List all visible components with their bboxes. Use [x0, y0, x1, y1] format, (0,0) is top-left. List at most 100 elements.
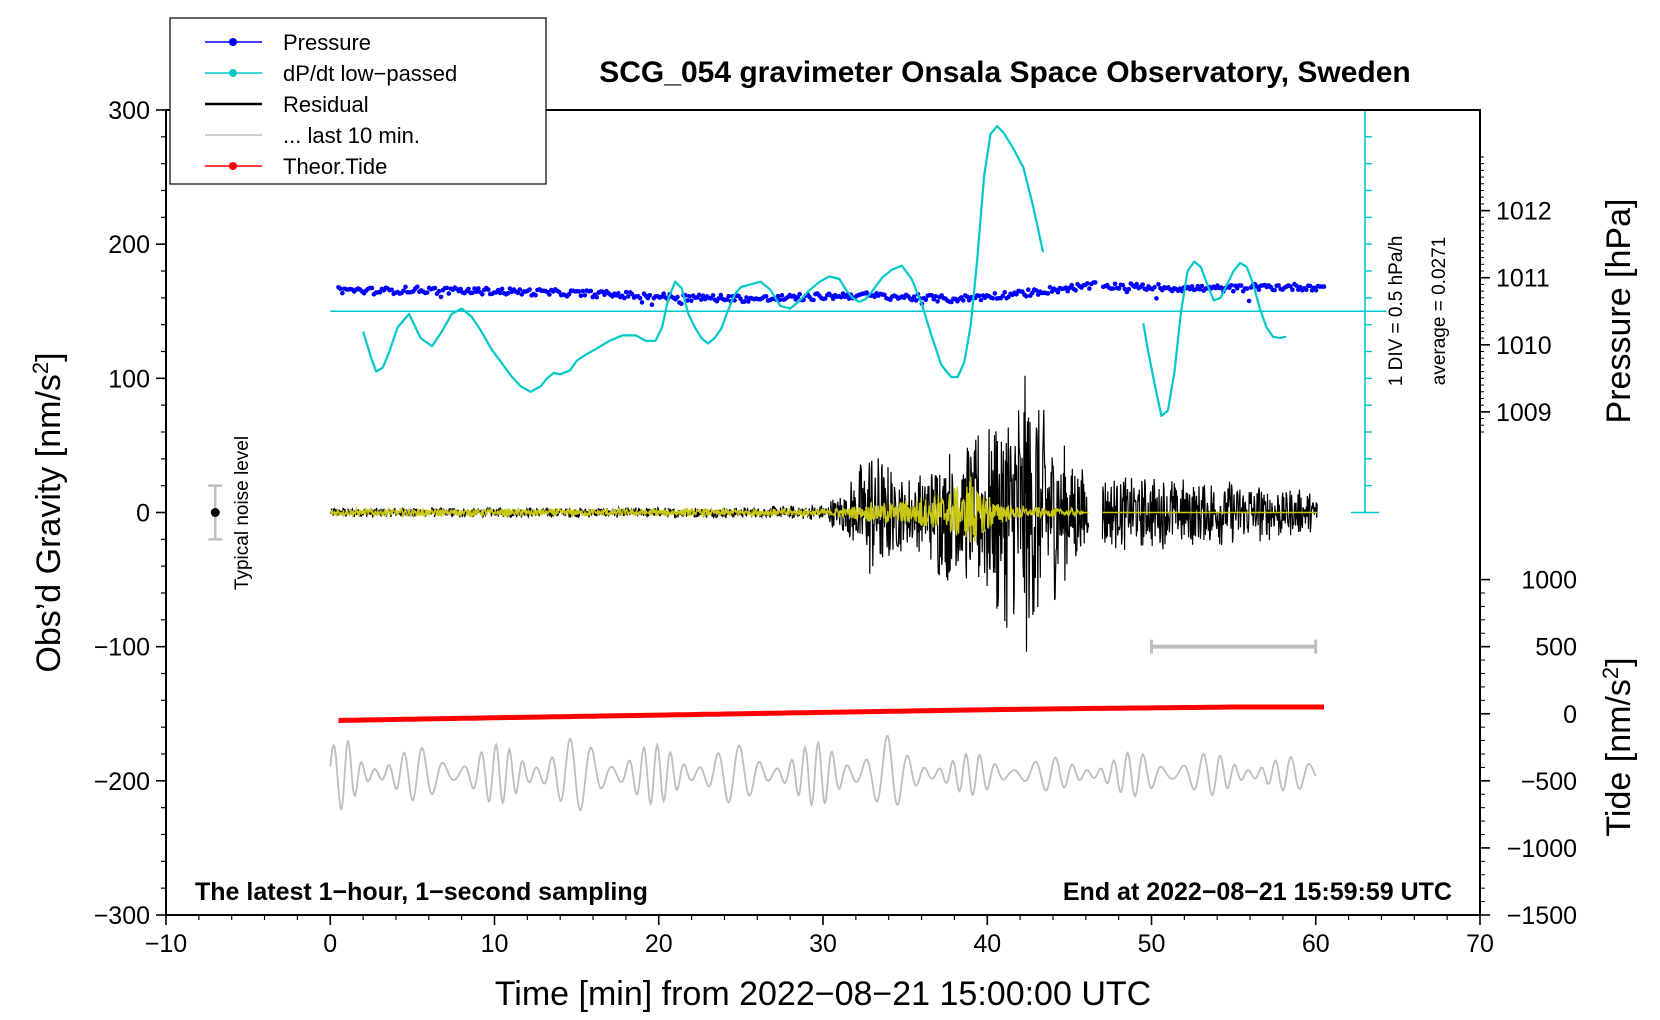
- tide-tick-label: −1500: [1507, 902, 1577, 930]
- pressure-point: [710, 293, 716, 298]
- pressure-point: [742, 299, 747, 304]
- pressure-point: [647, 293, 653, 298]
- pressure-axis-label: Pressure [hPa]: [1600, 199, 1638, 424]
- pressure-point: [1055, 289, 1061, 295]
- legend-label: Pressure: [283, 30, 371, 55]
- pressure-point: [340, 290, 345, 296]
- pressure-point: [582, 293, 588, 298]
- pressure-point: [432, 285, 438, 291]
- residual-lowpass-trace: [329, 476, 1089, 543]
- pressure-point: [1014, 292, 1019, 297]
- pressure-point: [700, 293, 706, 299]
- tide-tick-label: −500: [1521, 768, 1577, 796]
- pressure-point: [724, 297, 729, 302]
- noise-level-label: Typical noise level: [232, 436, 253, 590]
- pressure-point: [838, 294, 844, 300]
- pressure-point: [1024, 293, 1029, 299]
- pressure-point: [933, 294, 938, 299]
- pressure-point: [533, 292, 538, 298]
- pressure-point: [746, 299, 751, 304]
- pressure-point: [698, 297, 704, 302]
- pressure-point: [1256, 287, 1262, 293]
- pressure-point: [791, 293, 797, 299]
- legend-label: dP/dt low−passed: [283, 61, 457, 86]
- pressure-point: [486, 287, 491, 292]
- pressure-point: [566, 291, 572, 297]
- legend-label: Theor.Tide: [283, 154, 387, 179]
- pressure-point: [1045, 291, 1051, 296]
- pressure-point: [403, 284, 408, 290]
- pressure-point: [436, 289, 442, 294]
- pressure-point: [1073, 288, 1078, 293]
- legend-marker: [229, 38, 237, 46]
- tide-axis-label: Tide [nm/s2]: [1598, 657, 1638, 836]
- pressure-point: [775, 293, 781, 299]
- pressure-point: [1093, 280, 1098, 285]
- pressure-point: [515, 290, 521, 296]
- pressure-point: [675, 294, 680, 300]
- y-tick-label: 0: [136, 500, 150, 528]
- y-tick-label: 100: [108, 365, 150, 393]
- pressure-point: [811, 297, 816, 303]
- pressure-point: [744, 295, 749, 300]
- pressure-point: [909, 297, 915, 303]
- pressure-point: [1244, 286, 1250, 291]
- x-tick-label: 10: [481, 930, 509, 958]
- pressure-point: [507, 286, 513, 291]
- pressure-tick-label: 1010: [1496, 332, 1552, 360]
- pressure-series: [336, 280, 1327, 308]
- pressure-point: [1002, 290, 1007, 295]
- pressure-point: [527, 287, 532, 292]
- pressure-point: [415, 284, 420, 290]
- pressure-point: [913, 298, 919, 303]
- pressure-point: [424, 290, 430, 295]
- pressure-point: [976, 293, 982, 299]
- y-tick-label: 300: [108, 97, 150, 125]
- pressure-point: [1313, 287, 1319, 293]
- pressure-point: [1069, 282, 1074, 288]
- pressure-point: [623, 289, 629, 295]
- last-10-min-trace: [329, 734, 1317, 812]
- x-tick-label: −10: [145, 930, 187, 958]
- pressure-point: [616, 291, 621, 296]
- pressure-point: [497, 290, 503, 296]
- pressure-point: [1126, 286, 1132, 292]
- pressure-point: [830, 296, 836, 302]
- pressure-point: [726, 293, 731, 299]
- pressure-point: [911, 294, 917, 300]
- x-tick-label: 30: [809, 930, 837, 958]
- dpdt-trace: [362, 124, 1045, 393]
- x-axis-label: Time [min] from 2022−08−21 15:00:00 UTC: [495, 975, 1151, 1013]
- pressure-point: [779, 293, 785, 298]
- pressure-point: [1063, 285, 1069, 291]
- pressure-point: [458, 286, 464, 292]
- pressure-point: [637, 295, 643, 301]
- pressure-point: [992, 291, 998, 296]
- pressure-point: [1000, 293, 1005, 299]
- pressure-point: [978, 297, 984, 303]
- pressure-point: [1116, 286, 1122, 291]
- pressure-point: [649, 302, 655, 308]
- pressure-point: [1140, 282, 1145, 287]
- pressure-point: [1246, 298, 1252, 304]
- pressure-point: [1303, 287, 1309, 293]
- legend-label: ... last 10 min.: [283, 123, 420, 148]
- dpdt-average-label: average = 0.0271: [1429, 237, 1450, 385]
- y-tick-label: −100: [94, 634, 150, 662]
- pressure-point: [1112, 281, 1118, 287]
- y-tick-label: −200: [94, 768, 150, 796]
- y-tick-label: 200: [108, 231, 150, 259]
- pressure-point: [505, 291, 511, 296]
- pressure-point: [696, 292, 702, 298]
- pressure-point: [1294, 283, 1299, 288]
- pressure-point: [622, 295, 627, 301]
- tide-tick-label: 500: [1535, 634, 1577, 662]
- pressure-point: [1229, 283, 1234, 288]
- pressure-point: [1199, 283, 1205, 289]
- pressure-point: [446, 291, 452, 296]
- pressure-point: [661, 291, 666, 297]
- x-tick-label: 0: [323, 930, 337, 958]
- pressure-point: [1144, 287, 1149, 293]
- pressure-point: [935, 299, 940, 304]
